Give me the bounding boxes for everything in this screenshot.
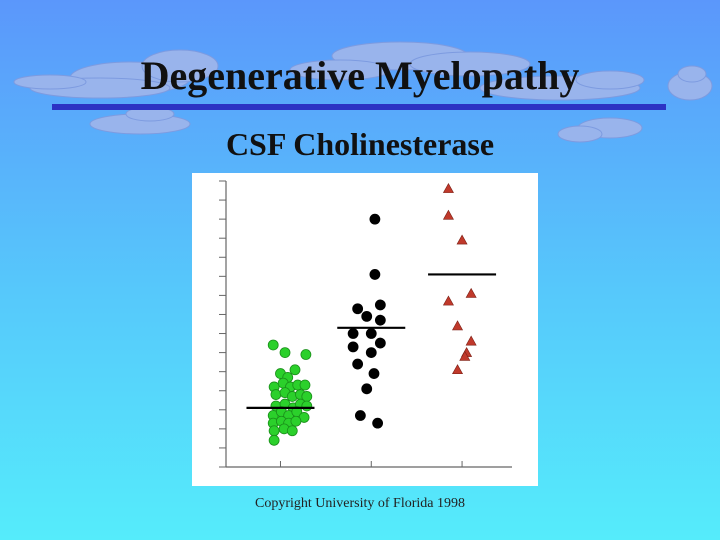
data-point [361, 383, 373, 395]
data-point [374, 314, 386, 326]
data-point [365, 347, 377, 359]
data-point-triangle [452, 320, 464, 331]
data-point [354, 410, 366, 421]
data-point [352, 358, 364, 370]
data-point [361, 310, 373, 322]
data-point [369, 269, 381, 280]
title-divider [52, 104, 666, 110]
data-point [268, 434, 280, 446]
data-point [299, 379, 311, 391]
chart-marks [246, 183, 497, 446]
scatter-chart [219, 180, 512, 468]
data-point [290, 415, 302, 427]
data-point [347, 328, 359, 339]
data-point [267, 339, 279, 351]
chart-panel [192, 173, 538, 486]
data-point [372, 417, 384, 429]
copyright-text: Copyright University of Florida 1998 [255, 496, 465, 511]
series-3 [428, 183, 497, 375]
data-point [369, 213, 381, 225]
data-point [301, 400, 313, 412]
data-point [270, 389, 282, 400]
data-point [352, 303, 364, 315]
data-point-triangle [459, 350, 471, 361]
series-2 [337, 213, 406, 429]
data-point-triangle [452, 364, 464, 375]
data-point-triangle [442, 295, 454, 306]
slide-subtitle: CSF Cholinesterase [225, 126, 495, 162]
slide-title: Degenerative Myelopathy [140, 53, 580, 98]
data-point [286, 425, 298, 437]
data-point [347, 341, 359, 353]
data-point-triangle [465, 335, 477, 346]
data-point-triangle [465, 287, 477, 298]
data-point-triangle [442, 183, 454, 193]
data-point [300, 349, 312, 360]
data-point [268, 425, 280, 437]
data-point [374, 299, 386, 311]
data-point [289, 364, 301, 376]
data-point-triangle [456, 234, 468, 245]
chart-axes [219, 180, 512, 468]
data-point [374, 337, 386, 349]
data-point [368, 368, 380, 379]
data-point [365, 328, 377, 339]
data-point-triangle [442, 209, 454, 220]
series-1 [246, 339, 315, 446]
data-point [279, 347, 291, 359]
